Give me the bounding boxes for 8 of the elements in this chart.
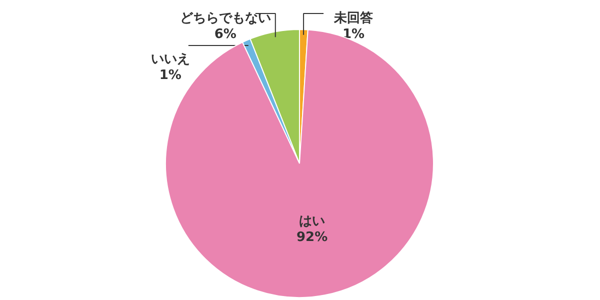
data-label: 1% — [159, 68, 182, 83]
slice-label: 未回答 — [333, 11, 374, 26]
slice-label: どちらでもない — [180, 11, 271, 26]
data-label: 6% — [214, 27, 236, 42]
slice-label: はい — [299, 214, 326, 229]
data-label: 92% — [296, 230, 328, 245]
slice-label: いいえ — [150, 52, 190, 67]
data-label: 1% — [342, 27, 365, 42]
